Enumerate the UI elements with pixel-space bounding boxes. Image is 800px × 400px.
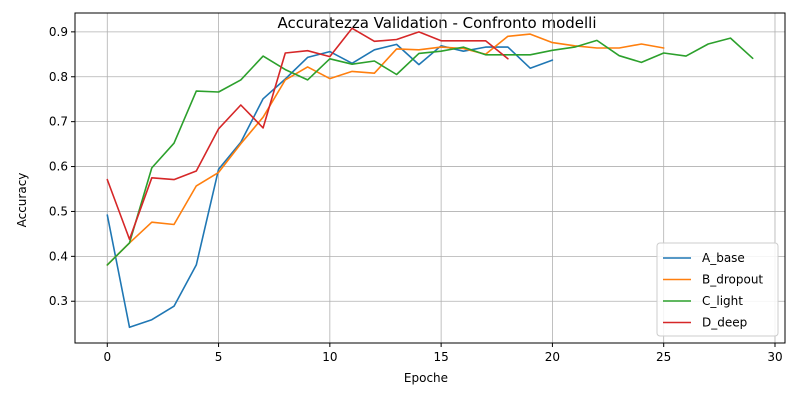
x-axis-label: Epoche (404, 371, 448, 385)
x-tick-label: 15 (433, 350, 448, 364)
series-layer (106, 27, 754, 329)
legend-label: A_base (702, 251, 745, 265)
y-tick-label: 0.4 (49, 249, 68, 263)
y-tick-label: 0.3 (49, 294, 68, 308)
x-tick-label: 30 (767, 350, 782, 364)
grid (75, 13, 785, 343)
series-line-C_light (106, 37, 754, 266)
y-tick-label: 0.7 (49, 115, 68, 129)
x-tick-label: 20 (545, 350, 560, 364)
x-tick-label: 5 (215, 350, 223, 364)
series-line-A_base (106, 43, 554, 329)
legend-box (656, 242, 779, 337)
x-tick-label: 25 (656, 350, 671, 364)
plot-frame (74, 12, 786, 344)
y-tick-label: 0.9 (49, 25, 68, 39)
series-line-B_dropout (106, 33, 665, 266)
y-tick-label: 0.8 (49, 70, 68, 84)
chart-title: Accuratezza Validation - Confronto model… (277, 14, 596, 32)
x-tick-label: 10 (322, 350, 337, 364)
y-tick-label: 0.6 (49, 160, 68, 174)
legend-label: D_deep (702, 316, 747, 330)
ticks: 0 5 10 15 20 25 30 0.3 0.4 0.5 0.6 0.7 0.8 0.9 (49, 25, 783, 364)
legend-label: C_light (702, 294, 743, 308)
y-axis-label: Accuracy (15, 173, 29, 228)
x-tick-label: 0 (103, 350, 111, 364)
legend: A_base B_dropout C_light D_deep (656, 242, 779, 337)
legend-label: B_dropout (702, 273, 763, 287)
series-line-D_deep (106, 27, 509, 241)
y-tick-label: 0.5 (49, 204, 68, 218)
